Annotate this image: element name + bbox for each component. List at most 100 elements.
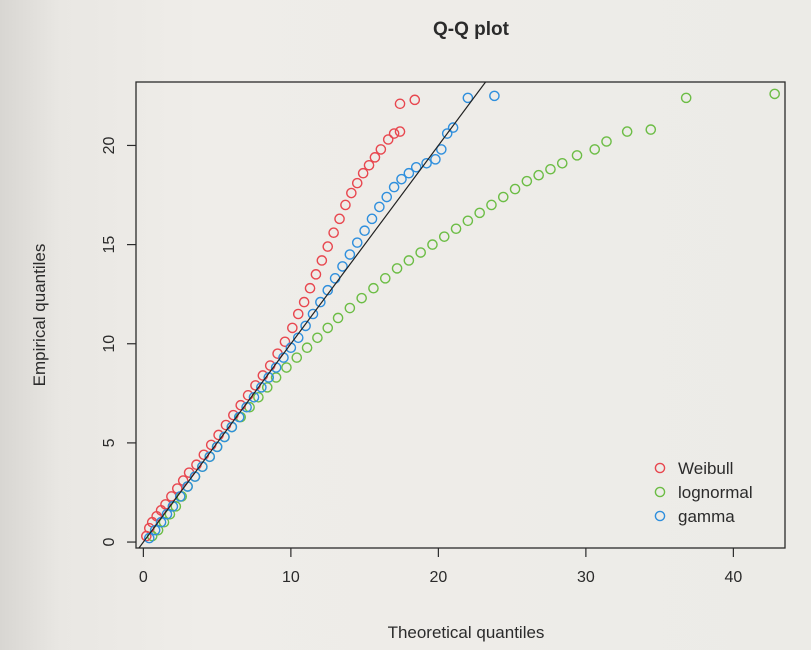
data-point-lognormal	[170, 501, 182, 512]
data-point-weibull	[346, 187, 357, 199]
data-point-gamma	[447, 122, 459, 133]
x-tick-label: 40	[724, 569, 742, 586]
data-point-gamma	[344, 249, 356, 260]
data-point-gamma	[300, 320, 311, 332]
data-point-weibull	[409, 94, 421, 106]
data-point-lognormal	[497, 191, 509, 203]
reference-line	[138, 82, 487, 548]
legend-label-gamma: gamma	[678, 507, 735, 526]
data-point-lognormal	[403, 255, 415, 266]
data-point-lognormal	[391, 263, 403, 274]
data-point-gamma	[396, 173, 407, 185]
data-point-lognormal	[291, 352, 303, 363]
data-point-lognormal	[621, 126, 633, 137]
data-point-gamma	[307, 308, 319, 320]
x-tick-label: 0	[139, 569, 148, 586]
data-point-lognormal	[589, 144, 601, 155]
data-point-lognormal	[571, 150, 583, 161]
data-point-lognormal	[474, 207, 485, 219]
legend-label-lognormal: lognormal	[678, 483, 753, 502]
data-point-gamma	[462, 92, 474, 104]
data-point-lognormal	[769, 88, 780, 100]
data-point-gamma	[351, 237, 363, 248]
legend: Weibull lognormal gamma	[654, 459, 753, 526]
data-point-gamma	[359, 225, 370, 237]
data-point-weibull	[394, 98, 406, 110]
data-point-gamma	[441, 128, 453, 139]
data-point-weibull	[304, 282, 316, 294]
data-point-weibull	[375, 144, 387, 155]
data-point-weibull	[279, 336, 291, 348]
data-point-weibull	[322, 241, 334, 252]
data-point-gamma	[388, 181, 400, 193]
data-point-gamma	[489, 90, 500, 102]
legend-label-weibull: Weibull	[678, 459, 733, 478]
data-point-weibull	[292, 308, 304, 320]
data-point-weibull	[394, 126, 406, 137]
data-point-lognormal	[509, 183, 521, 195]
data-point-lognormal	[332, 312, 344, 324]
data-point-weibull	[334, 213, 345, 225]
data-point-lognormal	[680, 92, 692, 104]
data-point-weibull	[351, 177, 363, 189]
y-axis-label: Empirical quantiles	[30, 244, 49, 387]
y-tick-label: 15	[101, 236, 118, 254]
data-point-weibull	[388, 128, 400, 139]
data-point-lognormal	[344, 302, 356, 314]
data-point-lognormal	[281, 362, 292, 373]
data-point-weibull	[310, 269, 322, 280]
y-tick-label: 0	[101, 538, 118, 547]
data-point-gamma	[430, 154, 441, 165]
data-point-lognormal	[545, 163, 556, 175]
data-point-weibull	[257, 370, 269, 381]
data-point-weibull	[160, 499, 171, 510]
data-point-weibull	[382, 134, 394, 145]
data-point-gamma	[315, 296, 326, 308]
x-tick-label: 20	[429, 569, 447, 586]
data-point-weibull	[213, 429, 224, 441]
data-point-gamma	[403, 167, 415, 179]
data-point-lognormal	[253, 391, 264, 403]
data-point-weibull	[287, 322, 298, 334]
data-point-weibull	[363, 159, 375, 171]
data-point-weibull	[369, 152, 381, 163]
y-axis: 0 5 10 15 20	[101, 136, 136, 547]
data-point-weibull	[328, 227, 339, 239]
data-point-lognormal	[556, 158, 568, 169]
data-point-weibull	[220, 419, 232, 431]
data-point-gamma	[374, 201, 385, 213]
data-point-lognormal	[415, 247, 426, 258]
data-point-lognormal	[270, 372, 282, 383]
data-point-gamma	[329, 273, 341, 284]
data-point-weibull	[316, 255, 328, 266]
y-tick-label: 5	[101, 438, 118, 447]
data-point-lognormal	[521, 175, 533, 187]
data-point-gamma	[436, 144, 447, 155]
data-point-lognormal	[450, 223, 462, 235]
data-point-weibull	[264, 360, 276, 371]
x-axis: 0 10 20 30 40	[139, 548, 742, 586]
y-tick-label: 20	[101, 136, 118, 154]
data-point-gamma	[410, 161, 422, 173]
x-axis-label: Theoretical quantiles	[388, 623, 545, 642]
data-point-lognormal	[368, 282, 379, 294]
x-tick-label: 10	[282, 569, 300, 586]
data-point-lognormal	[533, 169, 544, 181]
data-point-lognormal	[301, 342, 313, 354]
data-point-lognormal	[356, 292, 367, 304]
legend-marker-weibull	[654, 462, 666, 474]
data-point-weibull	[235, 399, 247, 411]
data-point-weibull	[298, 296, 310, 308]
data-point-weibull	[205, 439, 217, 451]
data-point-weibull	[198, 449, 210, 461]
data-point-weibull	[340, 199, 351, 211]
data-point-gamma	[381, 191, 393, 203]
data-point-lognormal	[645, 124, 657, 135]
plot-frame	[135, 81, 786, 549]
data-point-lognormal	[486, 199, 497, 211]
data-point-weibull	[242, 390, 254, 401]
y-tick-label: 10	[101, 335, 118, 353]
data-point-gamma	[421, 158, 432, 169]
data-point-lognormal	[261, 382, 273, 393]
